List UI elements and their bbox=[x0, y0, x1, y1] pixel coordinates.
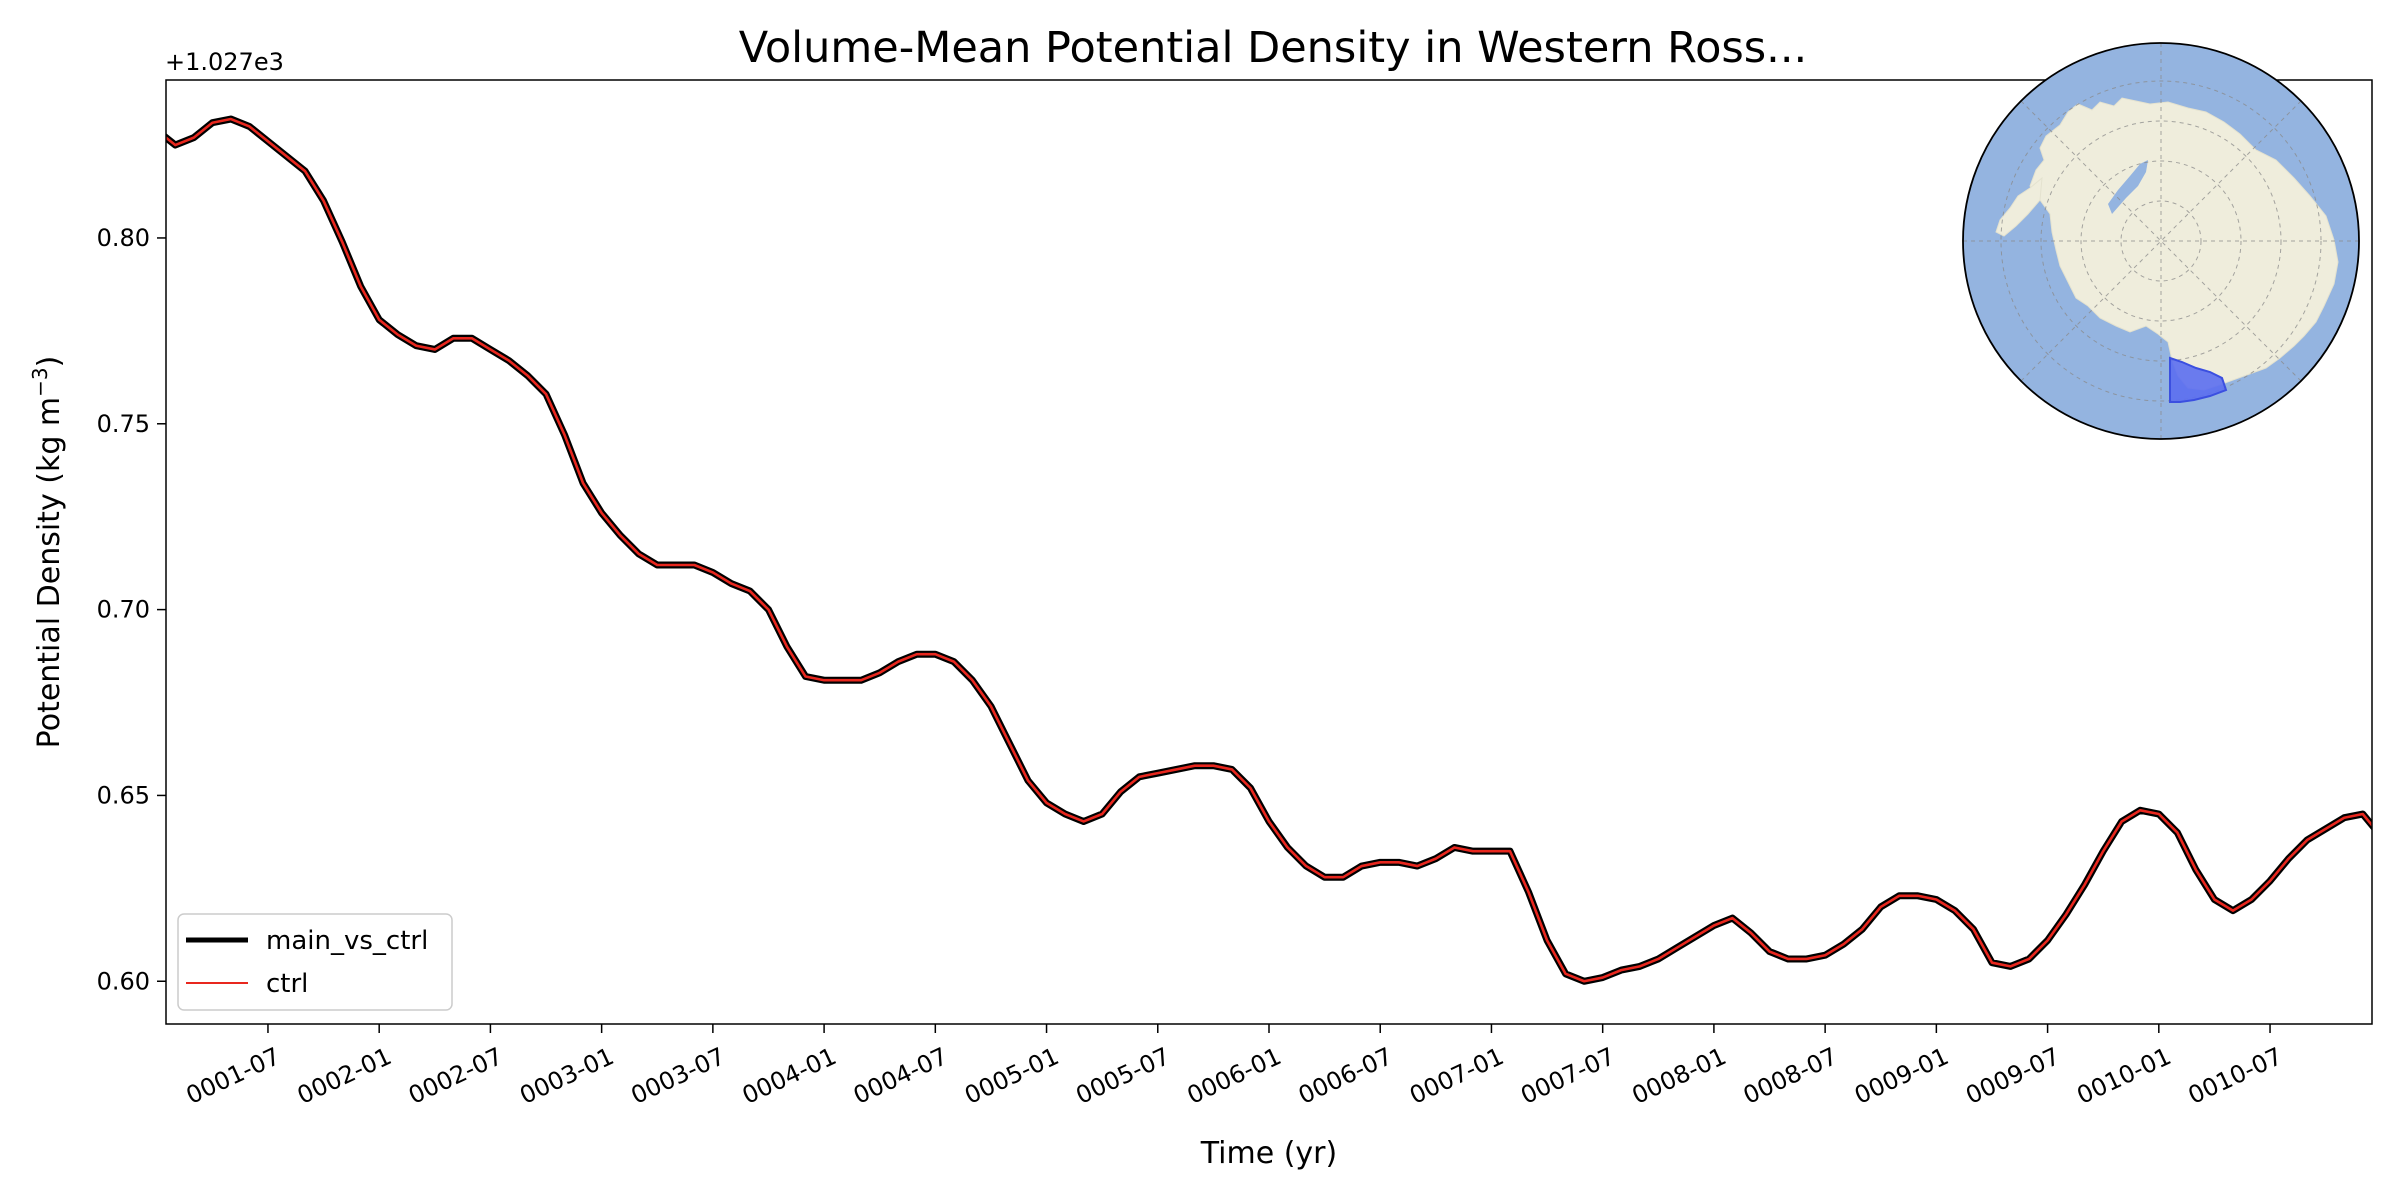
series-lines bbox=[166, 115, 2372, 985]
legend: main_vs_ctrl ctrl bbox=[177, 913, 453, 1011]
y-tick-label: 0.75 bbox=[97, 410, 150, 438]
y-axis-label-exponent: −3 bbox=[28, 367, 52, 396]
graticule bbox=[1963, 43, 2359, 439]
y-tick-label: 0.80 bbox=[97, 224, 150, 252]
y-axis-label: Potential Density (kg m−3) bbox=[28, 356, 67, 749]
legend-label-ctrl: ctrl bbox=[266, 969, 308, 999]
y-tick-label: 0.65 bbox=[97, 781, 150, 809]
y-tick-label: 0.70 bbox=[97, 596, 150, 624]
series-line-ctrl bbox=[166, 117, 2372, 983]
ross-ice-shelf-inlet bbox=[2108, 160, 2148, 214]
inset-map-border bbox=[1962, 42, 2360, 440]
y-axis-label-close: ) bbox=[32, 356, 67, 368]
y-tick-label: 0.60 bbox=[97, 967, 150, 995]
y-offset-label: +1.027e3 bbox=[165, 48, 284, 76]
y-axis-ticks: 0.60 0.65 0.70 0.75 0.80 bbox=[97, 224, 166, 995]
inset-map bbox=[1962, 42, 2360, 440]
chart-title: Volume-Mean Potential Density in Western… bbox=[739, 23, 1807, 73]
y-axis-label-text: Potential Density (kg m bbox=[32, 397, 67, 748]
western-ross-region bbox=[2169, 356, 2228, 403]
antarctic-peninsula bbox=[1995, 176, 2043, 237]
x-axis-label: Time (yr) bbox=[1200, 1136, 1337, 1171]
legend-label-main-vs-ctrl: main_vs_ctrl bbox=[266, 926, 428, 956]
antarctica-landmass bbox=[2029, 97, 2339, 391]
